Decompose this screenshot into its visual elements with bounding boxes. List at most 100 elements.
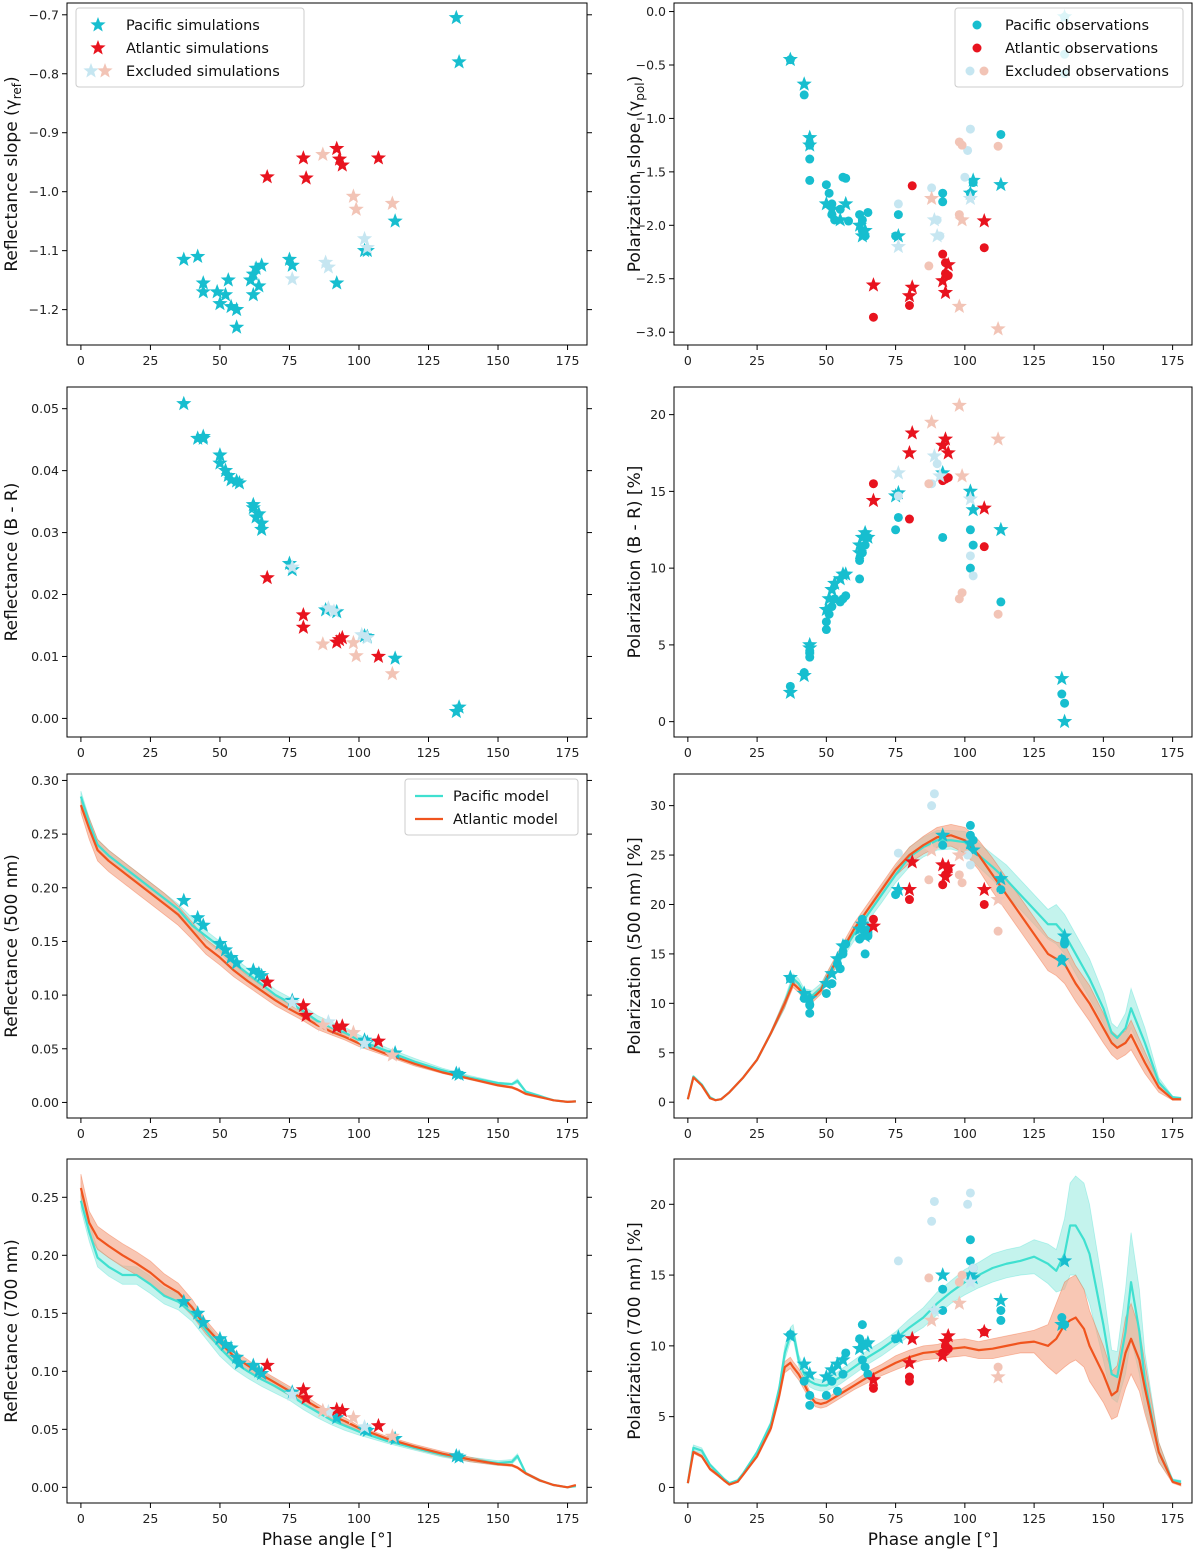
legend-circle-swatch xyxy=(972,43,982,53)
data-point-star xyxy=(345,1409,362,1425)
data-point-star xyxy=(331,151,348,166)
data-point-star xyxy=(217,1336,234,1352)
y-tick-label: 15 xyxy=(650,484,666,499)
x-tick-label: 175 xyxy=(1161,1126,1185,1141)
x-tick-label: 100 xyxy=(953,745,977,760)
y-tick-label: 10 xyxy=(650,996,666,1011)
data-point-star xyxy=(259,974,275,989)
data-point-circle xyxy=(860,1362,870,1372)
data-point-circle xyxy=(893,491,903,501)
data-point-star xyxy=(821,590,837,606)
data-point-circle xyxy=(868,312,878,322)
data-point-star xyxy=(838,195,854,211)
data-point-circle xyxy=(938,880,948,890)
data-point-circle xyxy=(965,860,975,870)
data-point-circle xyxy=(938,1284,948,1294)
data-point-star xyxy=(315,1017,331,1032)
plot-area xyxy=(79,791,576,1103)
x-tick-label: 25 xyxy=(749,1511,765,1526)
data-point-star xyxy=(451,1449,467,1464)
x-tick-label: 25 xyxy=(142,353,158,368)
data-point-circle xyxy=(996,597,1006,607)
data-point-star xyxy=(901,287,918,303)
data-point-star xyxy=(965,501,981,517)
y-tick-label: −1.2 xyxy=(29,302,59,317)
data-point-circle xyxy=(938,197,948,207)
data-point-circle xyxy=(838,1369,848,1379)
data-point-star xyxy=(223,298,239,314)
legend-label: Atlantic observations xyxy=(1005,41,1158,57)
data-point-star xyxy=(890,464,906,480)
y-axis-label: Reflectance (700 nm) xyxy=(2,1239,22,1423)
data-point-star xyxy=(935,272,951,288)
model-band xyxy=(80,1173,576,1488)
data-point-circle xyxy=(965,1188,975,1198)
axes-frame xyxy=(673,1158,1193,1504)
data-point-star xyxy=(865,277,882,292)
y-tick-label: 0.05 xyxy=(31,1422,59,1437)
y-tick-label: 0.10 xyxy=(31,1364,59,1379)
data-point-star xyxy=(384,665,400,681)
data-point-circle xyxy=(979,542,989,552)
y-tick-label: −0.5 xyxy=(636,57,666,72)
data-point-circle xyxy=(799,90,809,100)
data-point-star xyxy=(990,431,1006,446)
data-point-star xyxy=(832,211,848,227)
x-tick-label: 125 xyxy=(1022,1126,1046,1141)
data-point-circle xyxy=(855,574,865,584)
data-point-star xyxy=(359,239,375,255)
data-point-circle xyxy=(938,840,948,850)
x-tick-label: 100 xyxy=(953,353,977,368)
data-point-star xyxy=(924,414,940,429)
y-tick-label: 10 xyxy=(650,1338,666,1353)
plot-area xyxy=(79,1173,577,1489)
data-point-circle xyxy=(844,216,854,226)
legend-box xyxy=(404,778,579,836)
x-tick-label: 150 xyxy=(1091,353,1115,368)
data-point-star xyxy=(890,881,906,897)
x-tick-label: 100 xyxy=(347,745,371,760)
data-point-star xyxy=(176,1293,192,1309)
data-point-star xyxy=(857,524,873,540)
y-tick-label: −1.0 xyxy=(29,184,59,199)
data-point-star xyxy=(195,430,211,445)
x-tick-label: 75 xyxy=(282,1511,298,1526)
data-point-circle xyxy=(968,1263,978,1273)
legend-box xyxy=(75,7,305,88)
data-point-star xyxy=(212,447,228,462)
data-point-star xyxy=(929,227,945,243)
data-point-star xyxy=(356,230,373,246)
data-point-star xyxy=(860,1335,876,1350)
y-tick-label: 0.00 xyxy=(31,1480,59,1495)
y-axis-label: Polarization (700 nm) [%] xyxy=(625,1222,645,1439)
data-point-star xyxy=(245,499,261,515)
data-point-circle xyxy=(965,551,975,561)
y-tick-label: −0.8 xyxy=(29,66,59,81)
y-tick-label: 0.20 xyxy=(31,1248,59,1263)
data-point-star xyxy=(937,284,954,300)
x-tick-label: 75 xyxy=(888,1511,904,1526)
data-point-circle xyxy=(965,1256,975,1266)
data-point-star xyxy=(924,1312,940,1327)
data-point-star xyxy=(835,938,851,953)
panel-ref_br: 0 25 50 75 100 125 150 175 0.00 0.01 0.02 0.03 0.04 0… xyxy=(2,386,592,760)
legend-star-swatch xyxy=(83,63,99,78)
x-tick-label: 75 xyxy=(888,745,904,760)
legend-label: Pacific simulations xyxy=(126,18,260,34)
y-tick-label: −0.9 xyxy=(29,125,59,140)
data-point-star xyxy=(962,483,978,498)
data-point-circle xyxy=(821,180,831,190)
x-tick-label: 0 xyxy=(77,353,85,368)
data-point-circle xyxy=(993,926,1003,936)
data-point-star xyxy=(251,1363,267,1378)
data-point-star xyxy=(217,942,234,957)
data-point-star xyxy=(259,1357,275,1372)
x-tick-label: 100 xyxy=(347,1511,371,1526)
data-point-star xyxy=(315,1402,331,1418)
legend-circle-swatch xyxy=(965,66,975,76)
y-axis-label: Polarization (500 nm) [%] xyxy=(625,837,645,1054)
data-point-star xyxy=(824,581,840,597)
data-point-star xyxy=(890,1329,906,1344)
data-point-star xyxy=(298,1007,314,1022)
x-tick-label: 25 xyxy=(749,745,765,760)
